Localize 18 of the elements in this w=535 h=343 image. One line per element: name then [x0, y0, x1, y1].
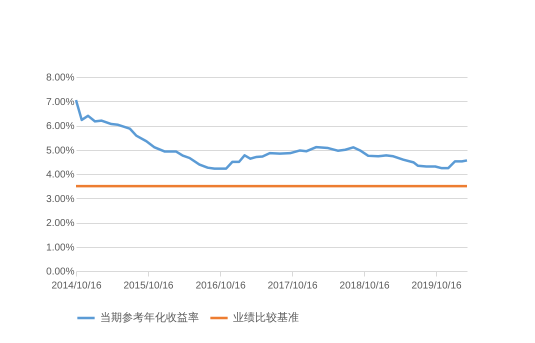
- y-tick-label: 3.00%: [46, 194, 75, 205]
- y-tick-label: 2.00%: [46, 218, 75, 229]
- x-tick-label: 2017/10/16: [268, 280, 318, 292]
- y-tick-label: 1.00%: [46, 242, 75, 254]
- x-tick-label: 2014/10/16: [51, 280, 102, 292]
- x-tick-label: 2018/10/16: [340, 280, 390, 292]
- y-tick-label: 7.00%: [46, 96, 75, 108]
- legend-label: 当期参考年化收益率: [100, 311, 199, 324]
- x-tick-label: 2019/10/16: [412, 280, 462, 292]
- x-tick-label: 2015/10/16: [123, 280, 174, 292]
- y-tick-label: 0.00%: [46, 266, 75, 278]
- x-tick-label: 2016/10/16: [196, 280, 246, 292]
- y-tick-label: 5.00%: [46, 145, 75, 156]
- legend-label: 业绩比较基准: [233, 311, 299, 324]
- line-series: [74, 98, 468, 170]
- y-tick-label: 4.00%: [46, 170, 75, 180]
- y-tick-label: 8.00%: [46, 72, 75, 84]
- y-tick-label: 6.00%: [46, 121, 75, 132]
